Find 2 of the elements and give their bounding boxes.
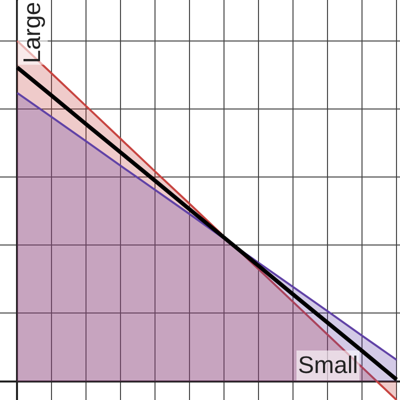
x-axis-title: Small xyxy=(298,352,358,379)
y-axis-title: Large xyxy=(19,2,46,64)
